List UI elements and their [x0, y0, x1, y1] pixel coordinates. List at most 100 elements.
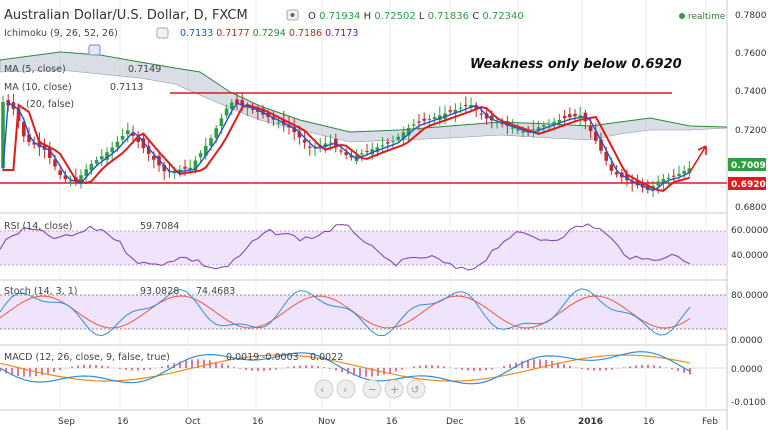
ohlc-o-value: 0.71934: [319, 11, 360, 22]
candle-body: [37, 141, 42, 148]
candle-body: [365, 151, 369, 153]
candle-body: [1, 102, 5, 168]
candle-body: [656, 181, 660, 186]
chevron-left-icon[interactable]: [314, 379, 334, 399]
candle-body: [573, 113, 577, 117]
gear-icon[interactable]: [88, 44, 101, 56]
rsi-tick: 60.0000: [731, 226, 768, 236]
ichimoku-v2: 0.7177: [216, 28, 249, 39]
chart-title: Australian Dollar/U.S. Dollar, D, FXCM: [4, 8, 248, 23]
candle-body: [578, 115, 582, 118]
candle-body: [536, 127, 541, 130]
candle-body: [339, 150, 343, 152]
svg-text:+: +: [390, 383, 399, 396]
candle-body: [146, 145, 151, 154]
candle-body: [344, 152, 348, 155]
ohlc-c-value: 0.72340: [482, 11, 523, 22]
candle-body: [635, 179, 640, 186]
candle-body: [100, 156, 104, 160]
ma10-label[interactable]: MA (10, close): [4, 82, 72, 93]
ma10-line: [3, 103, 690, 192]
candle-body: [453, 109, 458, 114]
candle-body: [401, 132, 406, 139]
candle-body: [349, 155, 354, 158]
chevron-right-icon[interactable]: [336, 379, 356, 399]
time-tick: 2016: [578, 417, 603, 427]
candle-body: [188, 167, 192, 171]
candle-body: [328, 142, 333, 144]
candle-body: [308, 146, 312, 148]
reset-icon[interactable]: [406, 379, 426, 399]
candle-body: [323, 143, 328, 147]
candle-body: [209, 138, 213, 146]
candle-body: [521, 131, 525, 133]
ichimoku-label[interactable]: Ichimoku (9, 26, 52, 26): [4, 28, 118, 39]
ma20-label[interactable]: (20, false): [26, 99, 74, 110]
candle-body: [126, 130, 130, 135]
candle-body: [474, 105, 478, 110]
candle-body: [282, 119, 286, 125]
candle-body: [604, 151, 608, 161]
stoch-tick: 0.0000: [731, 336, 763, 346]
macd-v1: 0.0019: [226, 352, 259, 363]
candle-body: [625, 173, 629, 181]
eye-icon[interactable]: [156, 27, 169, 39]
candle-body: [588, 125, 593, 132]
candle-body: [677, 173, 681, 177]
price-tick: 0.7800: [735, 11, 767, 21]
svg-text:‹: ‹: [320, 383, 324, 396]
candle-body: [562, 115, 567, 119]
candle-body: [432, 117, 437, 119]
candle-body: [183, 166, 187, 169]
time-tick: Nov: [318, 417, 336, 427]
candle-body: [672, 175, 676, 177]
time-tick: 16: [117, 417, 129, 427]
candle-body: [464, 105, 468, 107]
rsi-label[interactable]: RSI (14, close): [4, 221, 72, 232]
candle-body: [516, 129, 520, 131]
stoch-k-line: [0, 288, 691, 337]
candle-body: [32, 142, 36, 145]
candle-body: [245, 107, 250, 109]
candle-body: [427, 118, 432, 120]
candle-body: [510, 127, 515, 129]
candle-body: [79, 175, 83, 185]
title-toolbar[interactable]: [286, 9, 299, 21]
zoom-in-icon[interactable]: [384, 379, 404, 399]
candle-body: [131, 133, 135, 136]
candle-body: [110, 147, 114, 153]
candle-body: [630, 180, 634, 183]
chart-nav[interactable]: ‹ › − + ↺: [314, 379, 426, 399]
candle-body: [224, 108, 229, 116]
candle-body: [391, 141, 395, 143]
stoch-label[interactable]: Stoch (14, 3, 1): [4, 286, 78, 297]
candle-body: [68, 180, 73, 182]
ohlc-h-label: H: [364, 11, 372, 22]
time-tick: 16: [643, 417, 655, 427]
candle-body: [172, 170, 177, 172]
candle-body: [396, 136, 400, 140]
realtime-label: realtime: [688, 12, 726, 22]
candle-body: [614, 172, 619, 175]
svg-text:›: ›: [343, 383, 347, 396]
ichimoku-v1: 0.7133: [180, 28, 213, 39]
svg-text:−: −: [368, 383, 377, 396]
candle-body: [120, 136, 125, 140]
time-tick: 16: [386, 417, 398, 427]
candle-body: [162, 164, 166, 172]
zoom-out-icon[interactable]: [362, 379, 382, 399]
ma5-label[interactable]: MA (5, close): [4, 64, 66, 75]
realtime-dot-icon: [679, 13, 685, 19]
candle-body: [547, 123, 551, 125]
price-tick: 0.6800: [735, 203, 767, 213]
svg-text:↺: ↺: [411, 385, 419, 396]
ichimoku-span-line: [0, 51, 728, 133]
macd-label[interactable]: MACD (12, 26, close, 9, false, true): [4, 352, 170, 363]
candle-body: [292, 127, 296, 133]
macd-v3: 0.0022: [310, 352, 343, 363]
time-tick: Sep: [58, 417, 75, 427]
candle-body: [214, 128, 218, 139]
stoch-k-value: 93.0828: [140, 286, 179, 297]
candle-body: [417, 121, 421, 123]
